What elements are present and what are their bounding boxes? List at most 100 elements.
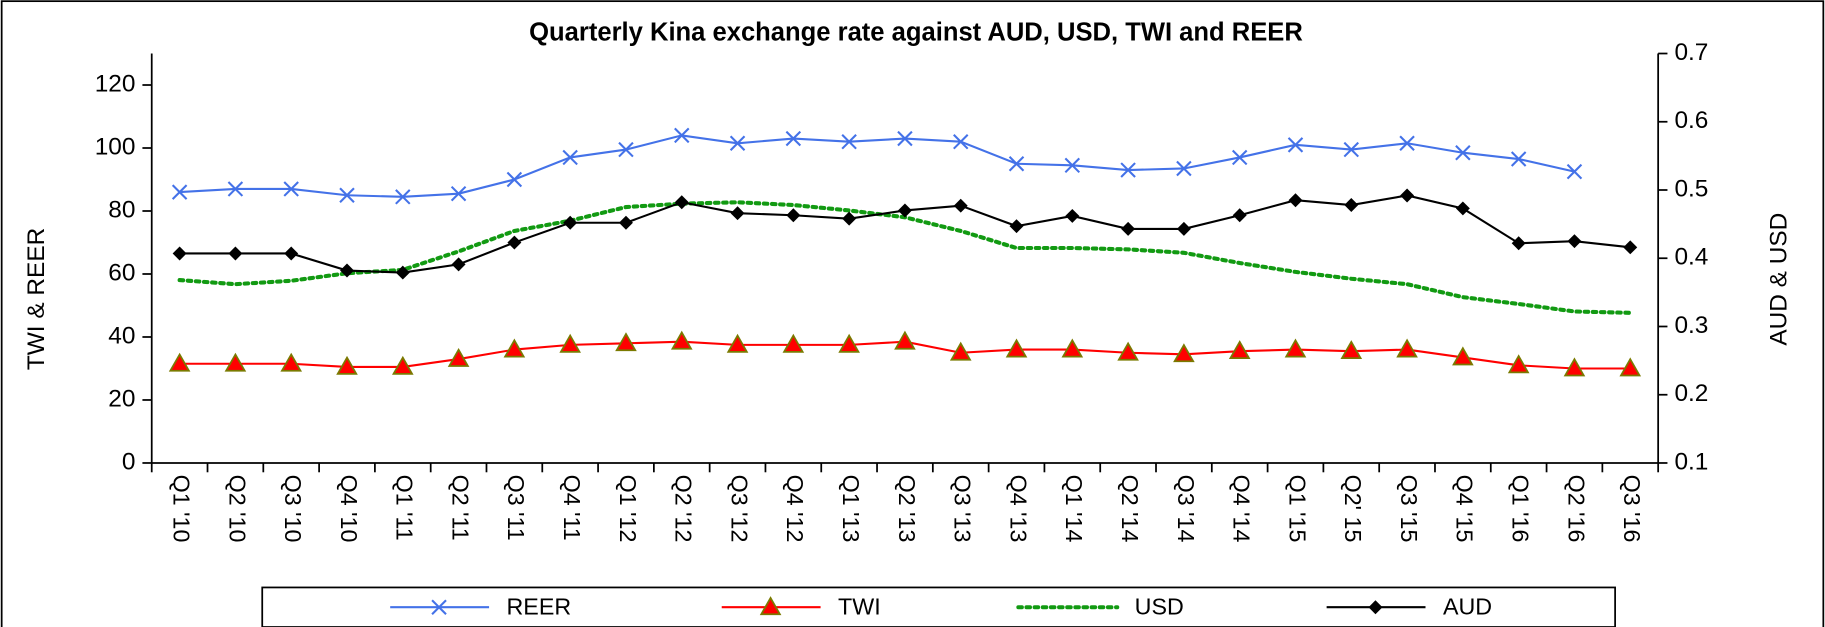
series-marker bbox=[1343, 141, 1360, 158]
series-marker bbox=[563, 215, 578, 230]
x-tick-label: Q4 '12 bbox=[782, 475, 808, 543]
series-marker bbox=[1120, 162, 1136, 178]
series-marker bbox=[228, 246, 243, 261]
series-marker bbox=[949, 341, 972, 361]
series-marker bbox=[227, 181, 244, 197]
series-marker bbox=[1452, 346, 1474, 366]
series-marker bbox=[1176, 160, 1192, 177]
series-marker bbox=[897, 130, 913, 147]
series-marker bbox=[726, 333, 749, 353]
x-tick-label: Q2 '12 bbox=[671, 475, 697, 543]
series-marker bbox=[953, 198, 968, 213]
series-line bbox=[179, 134, 1575, 198]
x-tick-label: Q1 '14 bbox=[1061, 475, 1087, 543]
series-marker bbox=[1344, 198, 1359, 212]
legend-label: USD bbox=[1135, 594, 1184, 620]
series-marker bbox=[1064, 157, 1081, 174]
series-marker bbox=[506, 171, 523, 188]
series-marker bbox=[391, 355, 414, 375]
series-marker bbox=[395, 189, 411, 205]
series-marker bbox=[729, 135, 746, 151]
legend-label: AUD bbox=[1443, 594, 1492, 620]
x-tick-label: Q4 '10 bbox=[336, 475, 362, 543]
series-marker bbox=[503, 338, 526, 358]
series-marker bbox=[1173, 343, 1195, 363]
series-marker bbox=[1176, 221, 1191, 236]
series-marker bbox=[1121, 221, 1136, 236]
series-marker bbox=[842, 211, 857, 226]
series-marker bbox=[1005, 338, 1028, 358]
series-marker bbox=[1340, 340, 1363, 360]
x-tick-label: Q3 '14 bbox=[1173, 475, 1199, 543]
series-marker bbox=[1061, 338, 1084, 358]
series-marker bbox=[168, 352, 191, 372]
y2-axis-label: AUD & USD bbox=[1766, 213, 1793, 346]
series-line bbox=[177, 200, 1633, 315]
series-marker bbox=[172, 246, 187, 261]
series-marker bbox=[1284, 338, 1307, 358]
y-tick-label: 60 bbox=[108, 259, 135, 286]
y-tick-label: 120 bbox=[95, 70, 136, 97]
series-marker bbox=[1232, 208, 1247, 223]
x-tick-label: Q4 '13 bbox=[1005, 475, 1031, 543]
series-marker bbox=[559, 333, 581, 353]
series-marker bbox=[1623, 240, 1638, 255]
y-tick-label: 20 bbox=[108, 385, 135, 412]
series-marker bbox=[451, 257, 466, 272]
series-marker bbox=[450, 185, 467, 202]
series-marker bbox=[674, 195, 689, 210]
y2-tick-label: 0.1 bbox=[1674, 448, 1708, 475]
series-marker bbox=[841, 133, 857, 150]
series-marker bbox=[618, 141, 634, 158]
legend-marker bbox=[431, 599, 447, 615]
series-marker bbox=[1455, 201, 1470, 216]
series-marker bbox=[1117, 341, 1139, 361]
x-tick-label: Q3 '16 bbox=[1619, 475, 1645, 543]
series-marker bbox=[618, 215, 633, 230]
chart-title: Quarterly Kina exchange rate against AUD… bbox=[529, 19, 1303, 47]
series-marker bbox=[447, 347, 470, 367]
series-marker bbox=[224, 352, 247, 372]
y-axis-label: TWI & REER bbox=[23, 228, 50, 370]
series-marker bbox=[953, 133, 969, 150]
y2-tick-label: 0.6 bbox=[1674, 107, 1708, 134]
x-tick-label: Q1 '10 bbox=[168, 475, 194, 543]
series-marker bbox=[1009, 219, 1024, 234]
series-marker bbox=[284, 246, 299, 261]
series-marker bbox=[670, 330, 693, 350]
series-marker bbox=[507, 235, 522, 250]
x-tick-label: Q1 '15 bbox=[1284, 475, 1310, 543]
series-marker bbox=[1008, 156, 1025, 172]
series-marker bbox=[1396, 338, 1418, 358]
series-marker bbox=[1065, 208, 1080, 223]
series-marker bbox=[1510, 151, 1527, 167]
series-marker bbox=[283, 181, 299, 197]
y2-tick-label: 0.7 bbox=[1674, 39, 1708, 66]
x-tick-label: Q1 '12 bbox=[615, 475, 641, 543]
series-marker bbox=[1400, 188, 1415, 203]
series-marker bbox=[1563, 357, 1586, 377]
series-marker bbox=[1228, 340, 1251, 360]
series-marker bbox=[1231, 149, 1248, 166]
x-tick-label: Q4 '11 bbox=[559, 475, 585, 541]
series-marker bbox=[1288, 193, 1303, 208]
series-marker bbox=[615, 332, 637, 352]
x-tick-label: Q2 '13 bbox=[894, 475, 920, 543]
series-marker bbox=[1507, 354, 1530, 374]
legend-box bbox=[261, 586, 1616, 627]
series-marker bbox=[1455, 145, 1471, 161]
x-tick-label: Q3 '15 bbox=[1396, 475, 1422, 543]
series-marker bbox=[1567, 234, 1582, 249]
series-marker bbox=[340, 263, 354, 278]
y-tick-label: 80 bbox=[108, 196, 135, 223]
series-marker bbox=[339, 187, 355, 203]
series-marker bbox=[897, 203, 912, 218]
series-marker bbox=[1287, 137, 1304, 153]
series-marker bbox=[782, 333, 805, 353]
x-tick-label: Q4 '14 bbox=[1229, 475, 1255, 543]
x-tick-label: Q2 '11 bbox=[447, 475, 473, 541]
y-tick-label: 100 bbox=[95, 133, 136, 160]
